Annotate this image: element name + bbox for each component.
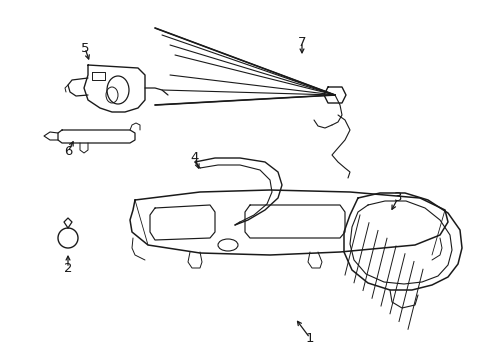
Text: 7: 7 [297, 36, 305, 49]
Text: 2: 2 [63, 261, 72, 274]
Text: 6: 6 [63, 145, 72, 158]
Text: 5: 5 [81, 41, 89, 54]
Text: 1: 1 [305, 332, 314, 345]
Text: 4: 4 [190, 152, 199, 165]
Text: 3: 3 [393, 192, 402, 204]
